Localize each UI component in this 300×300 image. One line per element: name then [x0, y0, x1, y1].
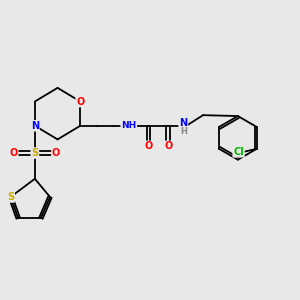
Text: O: O [144, 141, 153, 152]
Text: N: N [31, 121, 39, 131]
Text: S: S [7, 192, 14, 202]
Text: O: O [10, 148, 18, 158]
Text: O: O [164, 141, 172, 152]
Text: Cl: Cl [233, 147, 244, 157]
Text: H: H [180, 127, 187, 136]
Text: NH: NH [121, 121, 136, 130]
Text: O: O [52, 148, 60, 158]
Text: O: O [76, 97, 84, 106]
Text: N: N [179, 118, 188, 128]
Text: S: S [31, 148, 38, 158]
